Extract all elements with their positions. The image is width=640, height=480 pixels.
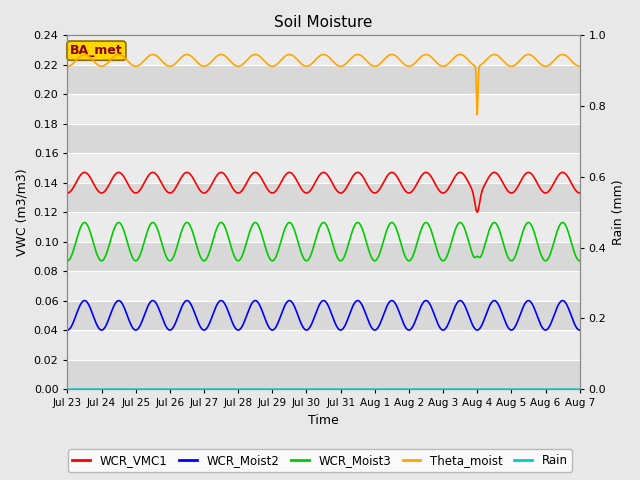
Bar [67,153,580,183]
Bar [67,300,580,330]
Bar [67,271,580,300]
Bar [67,124,580,153]
Text: BA_met: BA_met [70,44,123,57]
Y-axis label: VWC (m3/m3): VWC (m3/m3) [15,168,28,256]
Bar [67,65,580,94]
Bar [67,241,580,271]
Bar [67,330,580,360]
X-axis label: Time: Time [308,414,339,427]
Bar [67,183,580,212]
Legend: WCR_VMC1, WCR_Moist2, WCR_Moist3, Theta_moist, Rain: WCR_VMC1, WCR_Moist2, WCR_Moist3, Theta_… [68,449,572,472]
Bar [67,36,580,65]
Bar [67,360,580,389]
Bar [67,212,580,241]
Y-axis label: Rain (mm): Rain (mm) [612,180,625,245]
Bar [67,94,580,124]
Title: Soil Moisture: Soil Moisture [275,15,372,30]
